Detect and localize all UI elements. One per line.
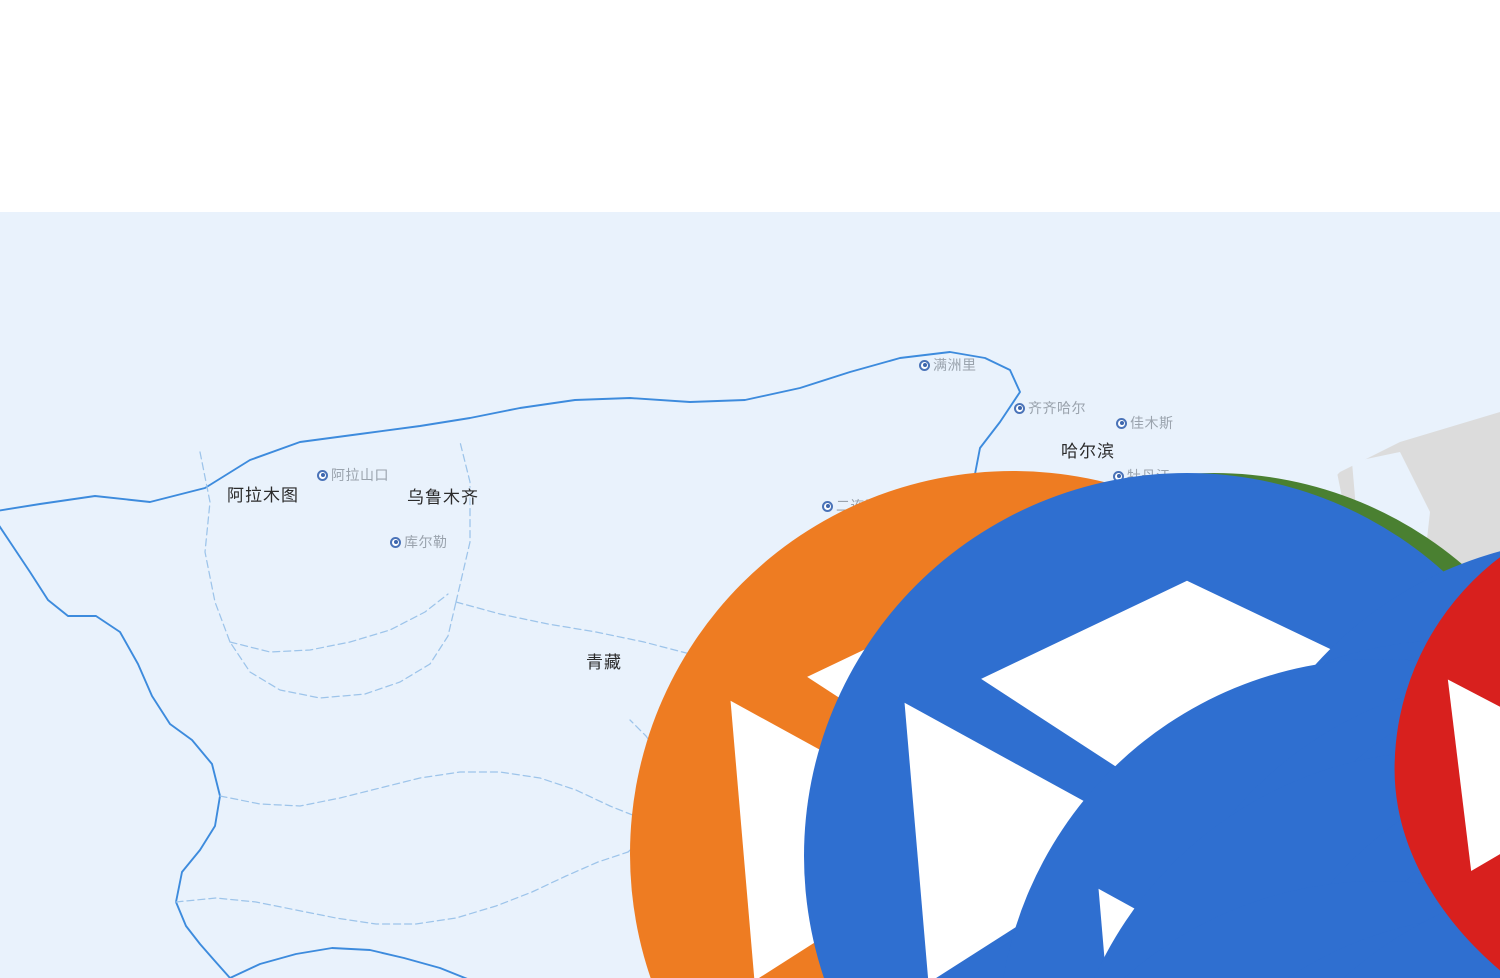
marker-label-乌鲁木齐: 乌鲁木齐: [407, 488, 479, 507]
office-point-库尔勒[interactable]: 库尔勒: [390, 532, 448, 552]
marker-label-阿拉木图: 阿拉木图: [227, 486, 299, 505]
office-point-label: 阿拉山口: [331, 467, 389, 483]
china-network-map[interactable]: 阿拉山口库尔勒满洲里齐齐哈尔佳木斯牡丹江长春二连浩特锦州大连天津石家庄银川洛阳青…: [0, 212, 1500, 978]
blue-small-dot-icon: [390, 536, 401, 548]
blue-small-dot-icon: [822, 500, 833, 512]
office-point-佳木斯[interactable]: 佳木斯: [1116, 413, 1174, 433]
office-point-阿拉山口[interactable]: 阿拉山口: [317, 465, 389, 485]
office-point-满洲里[interactable]: 满洲里: [919, 355, 977, 375]
marker-label-青藏: 青藏: [586, 653, 622, 672]
office-point-label: 满洲里: [933, 357, 977, 373]
blue-small-dot-icon: [1014, 402, 1025, 414]
marker-label-哈尔滨: 哈尔滨: [1061, 442, 1115, 461]
office-point-label: 佳木斯: [1130, 415, 1174, 431]
blue-small-dot-icon: [919, 359, 930, 371]
blue-small-dot-icon: [317, 469, 328, 481]
office-point-齐齐哈尔[interactable]: 齐齐哈尔: [1014, 398, 1086, 418]
office-point-label: 库尔勒: [404, 534, 448, 550]
office-point-label: 齐齐哈尔: [1028, 400, 1086, 416]
blue-small-dot-icon: [1116, 417, 1127, 429]
